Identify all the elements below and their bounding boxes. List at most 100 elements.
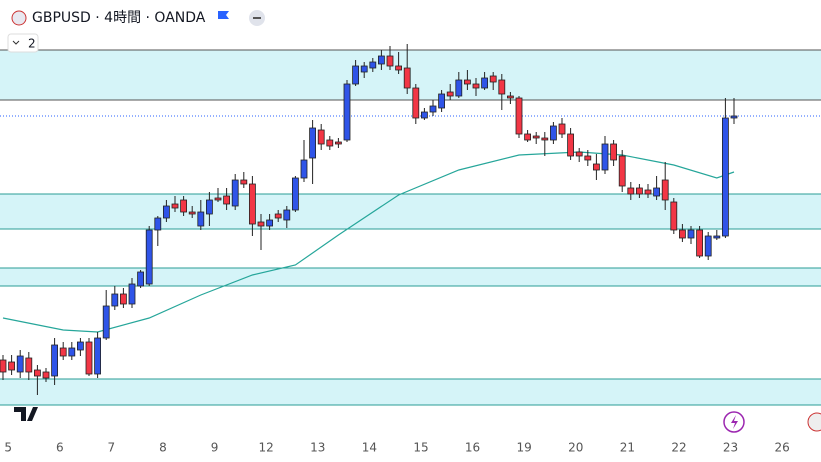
candle-body xyxy=(386,55,394,67)
candle-body xyxy=(481,77,489,89)
candle-body xyxy=(137,271,145,287)
candle-body xyxy=(291,177,299,211)
x-tick-label: 16 xyxy=(465,441,480,455)
zone xyxy=(0,194,821,229)
candle-body xyxy=(610,143,617,161)
badge-text: 2 xyxy=(28,37,36,51)
candle-body xyxy=(618,155,626,187)
x-axis: 5 6 7 8 9 12 13 14 15 16 19 20 21 22 23 26 xyxy=(4,441,789,455)
candle-body xyxy=(223,195,231,205)
candle-body xyxy=(463,79,471,85)
candle-body xyxy=(730,115,738,119)
zone xyxy=(0,268,821,286)
candle-body xyxy=(240,179,248,185)
candle-body xyxy=(248,183,256,225)
symbol-flag xyxy=(11,10,27,26)
candle-body xyxy=(558,123,566,135)
candle-body xyxy=(68,347,76,357)
bolt xyxy=(731,415,738,429)
candle-body xyxy=(704,235,712,257)
candle-body xyxy=(377,55,385,65)
candle-body xyxy=(653,187,660,197)
candle-body xyxy=(489,75,497,83)
candle-body xyxy=(205,199,213,215)
x-tick-label: 26 xyxy=(775,441,790,455)
candle-body xyxy=(343,83,351,141)
candle-body xyxy=(567,133,574,157)
candle-body xyxy=(352,65,360,85)
candle-body xyxy=(317,129,325,145)
candle-body xyxy=(438,93,446,109)
candle-body xyxy=(274,213,282,219)
candle-body xyxy=(154,217,162,231)
candle-body xyxy=(532,135,540,139)
candle-body xyxy=(403,67,411,89)
region-flag[interactable] xyxy=(807,412,821,432)
candle-body xyxy=(180,199,188,213)
x-tick-label: 19 xyxy=(517,441,532,455)
candle-body xyxy=(188,211,196,215)
zone xyxy=(0,379,821,405)
candle-body xyxy=(696,229,703,257)
moving-average xyxy=(2,151,735,333)
candle-body xyxy=(214,197,222,201)
candle-body xyxy=(627,187,635,195)
candle-body xyxy=(670,201,678,231)
chevron xyxy=(12,40,20,45)
candle-body xyxy=(102,305,110,339)
candle-body xyxy=(257,221,265,227)
candle-body xyxy=(722,117,729,237)
candle-body xyxy=(524,133,531,141)
candle-body xyxy=(593,163,600,171)
candle-body xyxy=(515,97,523,135)
x-tick-label: 13 xyxy=(310,441,325,455)
candle-body xyxy=(283,209,291,221)
candle-body xyxy=(197,211,205,227)
logo xyxy=(14,407,38,421)
plot-area xyxy=(0,44,821,406)
candle-body xyxy=(369,61,377,69)
candle-body xyxy=(472,83,480,89)
x-tick-label: 20 xyxy=(568,441,583,455)
flag-icon[interactable] xyxy=(218,11,229,19)
x-tick-label: 5 xyxy=(4,441,12,455)
candle-body xyxy=(395,65,403,71)
x-tick-label: 23 xyxy=(723,441,738,455)
candle-body xyxy=(0,359,7,373)
candle-body xyxy=(326,139,334,147)
candle-body xyxy=(25,357,33,373)
candle-body xyxy=(85,341,93,375)
candle-body xyxy=(266,219,274,227)
candle-body xyxy=(162,205,170,219)
x-tick-label: 9 xyxy=(211,441,219,455)
candle-body xyxy=(541,137,549,141)
candle-body xyxy=(713,235,721,239)
candle-body xyxy=(145,229,153,285)
candle-body xyxy=(77,341,84,351)
candle-body xyxy=(8,361,16,371)
indicator-badge[interactable] xyxy=(7,33,39,53)
candle-body xyxy=(412,87,420,119)
x-tick-label: 21 xyxy=(620,441,635,455)
candle-body xyxy=(120,293,127,305)
candle-body xyxy=(171,203,179,209)
candle-body xyxy=(309,127,317,159)
x-tick-label: 15 xyxy=(413,441,428,455)
candle-body xyxy=(16,355,24,373)
candle-body xyxy=(550,125,557,141)
candle-body xyxy=(506,95,514,99)
candle-body xyxy=(59,347,67,357)
candle-body xyxy=(584,155,592,161)
candle-body xyxy=(498,79,506,95)
x-tick-label: 14 xyxy=(362,441,377,455)
candle-body xyxy=(231,179,239,207)
candle-body xyxy=(455,79,463,97)
candle-body xyxy=(575,151,583,157)
candle-body xyxy=(644,189,652,195)
candle-body xyxy=(51,344,58,377)
candle-body xyxy=(687,229,695,239)
header: GBPUSD · 4時間 · OANDA 2 xyxy=(7,10,265,53)
candle-body xyxy=(636,187,643,195)
candle-body xyxy=(360,65,368,73)
